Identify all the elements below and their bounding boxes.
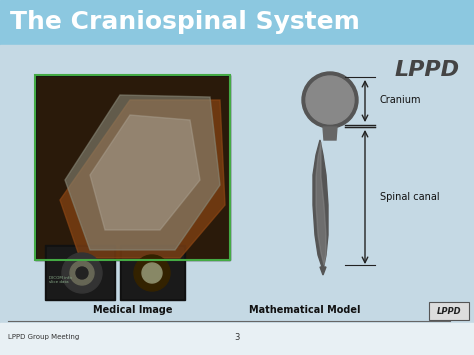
Circle shape xyxy=(142,263,162,283)
Polygon shape xyxy=(323,127,337,140)
Bar xyxy=(35,75,230,260)
Text: The Craniospinal System: The Craniospinal System xyxy=(10,10,360,34)
Polygon shape xyxy=(60,100,225,258)
Polygon shape xyxy=(313,140,328,270)
Circle shape xyxy=(306,76,354,124)
Bar xyxy=(0,45,474,323)
Circle shape xyxy=(62,253,102,293)
Bar xyxy=(37,77,228,258)
Text: Mathematical Model: Mathematical Model xyxy=(249,305,361,315)
Circle shape xyxy=(134,255,170,291)
Text: LPPD: LPPD xyxy=(395,60,460,80)
FancyBboxPatch shape xyxy=(429,302,469,320)
Text: 3: 3 xyxy=(234,333,240,342)
Text: Medical Image: Medical Image xyxy=(93,305,173,315)
Polygon shape xyxy=(65,95,220,250)
Text: Cranium: Cranium xyxy=(380,95,421,105)
Text: LPPD: LPPD xyxy=(437,306,461,316)
Bar xyxy=(122,247,183,298)
Circle shape xyxy=(76,267,88,279)
Text: Spinal canal: Spinal canal xyxy=(380,192,439,202)
Circle shape xyxy=(70,261,94,285)
Circle shape xyxy=(302,72,358,128)
Bar xyxy=(0,0,474,45)
Bar xyxy=(35,75,230,260)
Bar xyxy=(0,323,474,355)
Bar xyxy=(47,247,113,298)
Text: DICOM info
slice data: DICOM info slice data xyxy=(49,276,72,284)
Text: LPPD Group Meeting: LPPD Group Meeting xyxy=(8,334,79,340)
Bar xyxy=(45,245,115,300)
Bar xyxy=(120,245,185,300)
Polygon shape xyxy=(316,142,326,265)
Polygon shape xyxy=(90,115,200,230)
Polygon shape xyxy=(320,267,326,275)
